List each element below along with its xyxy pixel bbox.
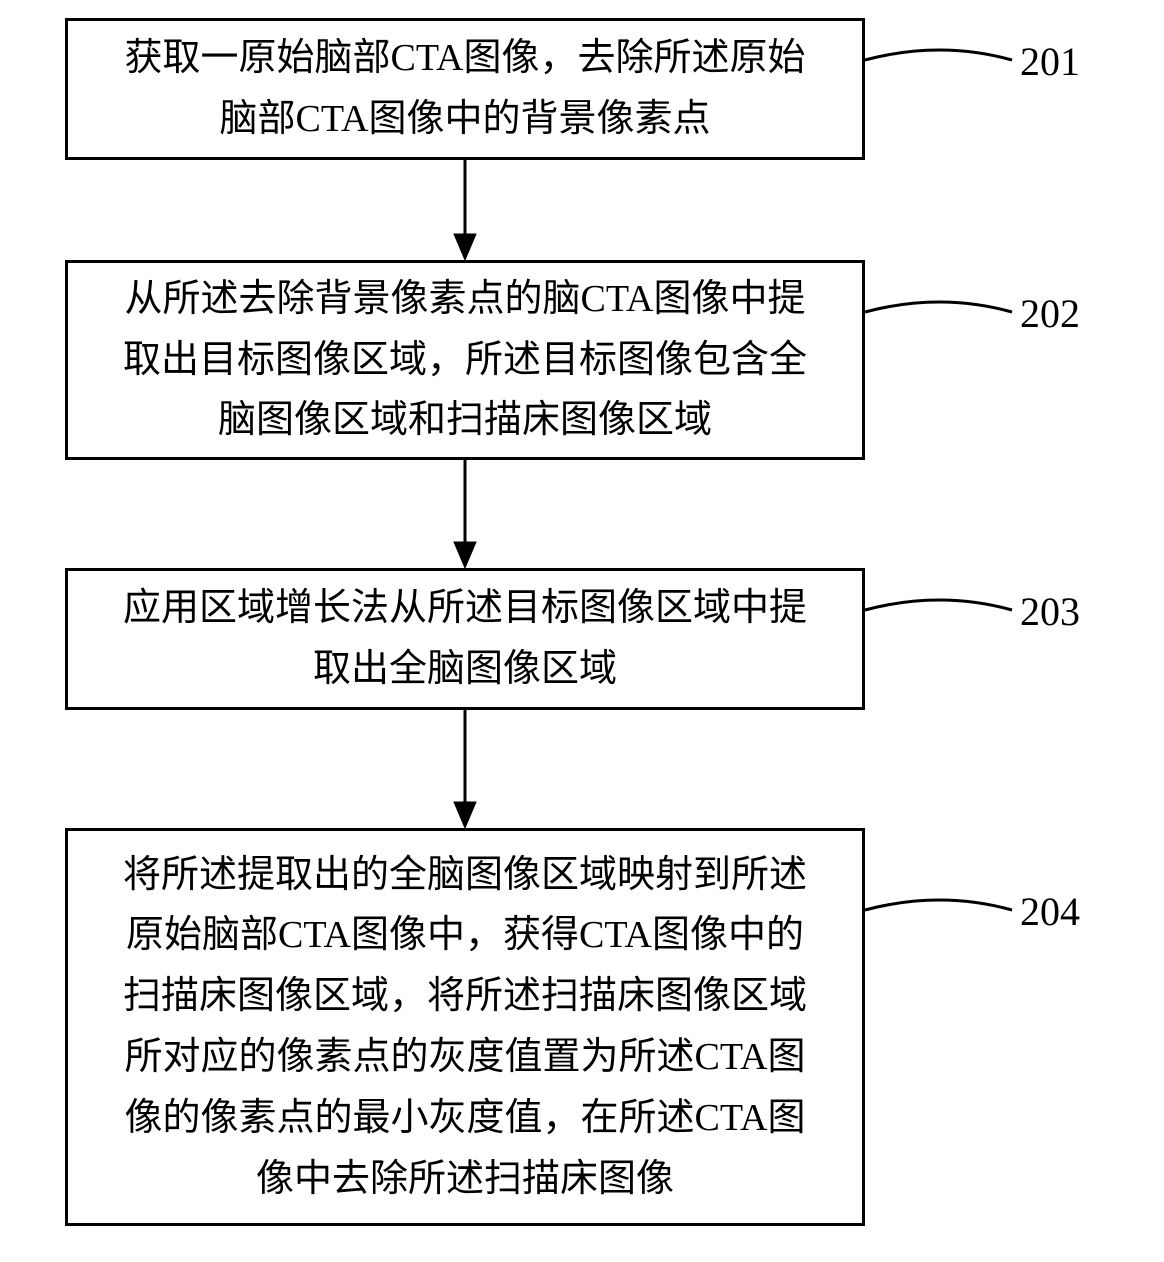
flow-node-201: 获取一原始脑部CTA图像，去除所述原始 脑部CTA图像中的背景像素点	[65, 18, 865, 160]
flow-node-203: 应用区域增长法从所述目标图像区域中提 取出全脑图像区域	[65, 568, 865, 710]
flow-label-203: 203	[1020, 588, 1080, 635]
flow-label-201: 201	[1020, 38, 1080, 85]
flow-node-202-text: 从所述去除背景像素点的脑CTA图像中提 取出目标图像区域，所述目标图像包含全 脑…	[123, 269, 807, 451]
flow-node-203-text: 应用区域增长法从所述目标图像区域中提 取出全脑图像区域	[123, 578, 807, 700]
flow-node-202: 从所述去除背景像素点的脑CTA图像中提 取出目标图像区域，所述目标图像包含全 脑…	[65, 260, 865, 460]
flow-label-202: 202	[1020, 290, 1080, 337]
flowchart-canvas: 获取一原始脑部CTA图像，去除所述原始 脑部CTA图像中的背景像素点 201 从…	[0, 0, 1164, 1262]
flow-label-204: 204	[1020, 888, 1080, 935]
flow-node-204-text: 将所述提取出的全脑图像区域映射到所述 原始脑部CTA图像中，获得CTA图像中的 …	[123, 845, 807, 1210]
flow-node-204: 将所述提取出的全脑图像区域映射到所述 原始脑部CTA图像中，获得CTA图像中的 …	[65, 828, 865, 1226]
flow-node-201-text: 获取一原始脑部CTA图像，去除所述原始 脑部CTA图像中的背景像素点	[125, 28, 806, 150]
